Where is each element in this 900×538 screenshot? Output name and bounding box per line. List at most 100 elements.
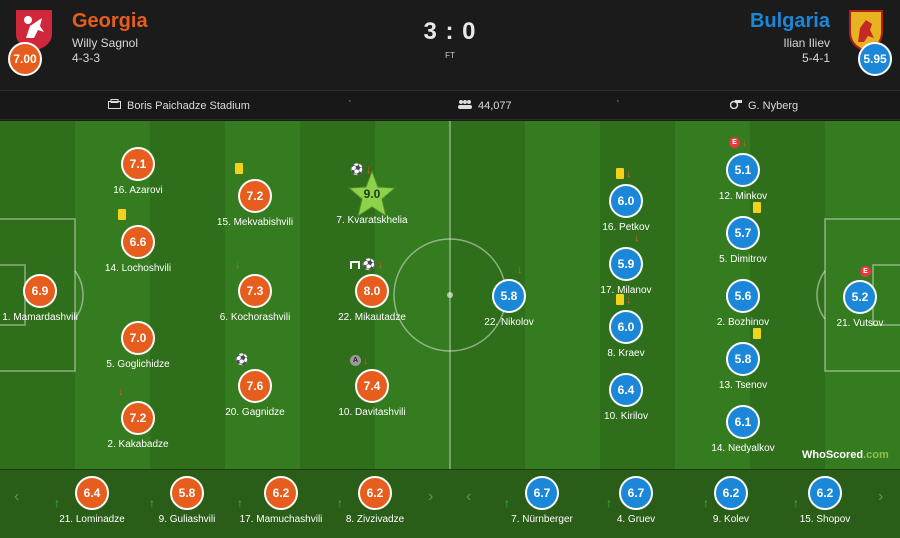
player-card[interactable]: 7.1 16. Azarovi <box>68 147 208 196</box>
player-card[interactable]: 6.6 14. Lochoshvili <box>68 209 208 274</box>
player-card[interactable]: ⚽ ↓ 8.0 22. Mikautadze <box>302 260 442 324</box>
player-card[interactable]: ↓ 5.9 17. Milanov <box>556 233 696 297</box>
sub-player-card[interactable]: ↑ 6.2 17. Mamuchashvili <box>211 476 351 525</box>
sub-player-card[interactable]: ↑ 6.2 8. Zivzivadze <box>305 476 445 525</box>
chevron-left-icon[interactable]: ‹ <box>14 488 20 505</box>
yellow-card-icon <box>753 328 761 339</box>
error-icon: E <box>860 266 871 277</box>
player-card[interactable]: ↓ 7.2 2. Kakabadze <box>68 387 208 451</box>
substituted-on-icon: ↑ <box>504 496 510 510</box>
stadium-info: Boris Paichadze Stadium <box>108 99 250 112</box>
player-card[interactable]: ⚽ ↓ 9.0 7. Kvaratskhelia <box>302 165 442 227</box>
player-card[interactable]: E ↓ 5.1 12. Minkov <box>673 137 813 202</box>
player-name: 14. Lochoshvili <box>104 263 172 274</box>
player-rating: 7.2 <box>238 179 272 213</box>
player-name: 8. Kraev <box>607 348 645 359</box>
assist-icon: A <box>350 355 361 366</box>
goal-ball-icon: ⚽ <box>350 164 364 176</box>
whoscored-logo[interactable]: WhoScored.com <box>802 449 889 461</box>
player-card[interactable]: ↓ 5.8 22. Nikolov <box>439 265 579 329</box>
player-rating: 5.8 <box>726 342 760 376</box>
player-name: 7. Kvaratskhelia <box>336 215 408 226</box>
player-name: 9. Kolev <box>712 514 750 525</box>
player-rating: 5.2 <box>843 280 877 314</box>
player-card[interactable]: A ↓ 7.4 10. Davitashvili <box>302 355 442 418</box>
star-icon <box>347 169 397 218</box>
pitch: 6.9 1. Mamardashvili 7.1 16. Azarovi 6.6… <box>0 121 900 469</box>
player-rating: 7.4 <box>355 369 389 403</box>
sub-player-card[interactable]: ↑ 6.4 21. Lominadze <box>22 476 162 525</box>
player-rating: 6.4 <box>609 373 643 407</box>
info-separator: · <box>348 95 352 107</box>
player-name: 4. Gruev <box>616 514 656 525</box>
player-name: 20. Gagnidze <box>225 407 285 418</box>
player-name: 16. Petkov <box>602 222 650 233</box>
whistle-icon <box>729 99 742 112</box>
player-name: 9. Guliashvili <box>158 514 216 525</box>
player-card[interactable]: ↓ 7.3 6. Kochorashvili <box>185 260 325 324</box>
away-manager: Ilian Iliev <box>783 36 830 50</box>
referee-info: G. Nyberg <box>729 99 798 112</box>
sub-player-card[interactable]: ↑ 6.2 15. Shopov <box>755 476 895 525</box>
player-card[interactable]: 5.8 13. Tsenov <box>673 328 813 391</box>
player-card[interactable]: E 5.2 21. Vutsov <box>790 266 900 329</box>
player-name: 12. Minkov <box>718 191 768 202</box>
substituted-off-icon: ↓ <box>634 232 640 244</box>
sub-player-card[interactable]: ↑ 6.7 4. Gruev <box>566 476 706 525</box>
player-rating: 6.0 <box>609 184 643 218</box>
substituted-on-icon: ↑ <box>54 496 60 510</box>
brand-name: WhoScored <box>802 449 864 461</box>
goal-ball-icon: ⚽ <box>235 354 249 366</box>
player-rating: 6.0 <box>609 310 643 344</box>
home-team-name[interactable]: Georgia <box>72 10 148 32</box>
player-card[interactable]: ⚽ 7.6 20. Gagnidze <box>185 355 325 419</box>
player-name: 17. Mamuchashvili <box>239 514 323 525</box>
match-header: 7.00 Georgia Willy Sagnol 4-3-3 3 : 0 FT… <box>0 0 900 90</box>
player-name: 22. Mikautadze <box>338 312 406 323</box>
player-rating: 6.2 <box>808 476 842 510</box>
player-name: 10. Davitashvili <box>338 407 406 418</box>
player-card[interactable]: 5.6 2. Bozhinov <box>673 279 813 328</box>
player-card[interactable]: 6.9 1. Mamardashvili <box>0 274 110 323</box>
home-crest[interactable] <box>14 8 54 52</box>
player-card[interactable]: 5.7 5. Dimitrov <box>673 202 813 265</box>
player-rating: 7.6 <box>238 369 272 403</box>
chevron-right-icon[interactable]: › <box>428 488 434 505</box>
yellow-card-icon <box>616 168 624 179</box>
player-rating: 6.2 <box>714 476 748 510</box>
attendance-info: 44,077 <box>458 99 512 112</box>
home-manager: Willy Sagnol <box>72 36 139 50</box>
sub-player-card[interactable]: ↑ 6.7 7. Nürnberger <box>472 476 612 525</box>
player-card[interactable]: 7.0 5. Goglichidze <box>68 321 208 370</box>
substituted-off-icon: ↓ <box>626 167 632 180</box>
away-team-rating: 5.95 <box>858 42 892 76</box>
yellow-card-icon <box>235 163 243 174</box>
match-score: 3 : 0 <box>423 18 477 45</box>
player-name: 15. Shopov <box>799 514 851 525</box>
chevron-left-icon[interactable]: ‹ <box>466 488 472 505</box>
substituted-off-icon: ↓ <box>365 164 372 176</box>
yellow-card-icon <box>753 202 761 213</box>
attendance-value: 44,077 <box>478 99 512 112</box>
player-rating: 5.6 <box>726 279 760 313</box>
chevron-right-icon[interactable]: › <box>878 488 884 505</box>
substituted-off-icon: ↓ <box>626 293 632 306</box>
sub-player-card[interactable]: ↑ 6.2 9. Kolev <box>661 476 801 525</box>
player-rating: 7.1 <box>121 147 155 181</box>
player-card[interactable]: 6.1 14. Nedyalkov <box>673 405 813 454</box>
player-card[interactable]: 7.2 15. Mekvabishvili <box>185 163 325 228</box>
player-card[interactable]: ↓ 6.0 8. Kraev <box>556 294 696 359</box>
player-name: 2. Kakabadze <box>107 439 169 450</box>
player-card[interactable]: 6.4 10. Kirilov <box>556 373 696 422</box>
stadium-name: Boris Paichadze Stadium <box>127 99 250 112</box>
player-rating: 7.3 <box>238 274 272 308</box>
away-team-name[interactable]: Bulgaria <box>749 10 830 32</box>
player-card[interactable]: ↓ 6.0 16. Petkov <box>556 168 696 233</box>
error-icon: E <box>729 137 740 148</box>
player-name: 22. Nikolov <box>484 317 534 328</box>
player-name: 15. Mekvabishvili <box>216 217 294 228</box>
sub-player-card[interactable]: ↑ 5.8 9. Guliashvili <box>117 476 257 525</box>
stadium-icon <box>108 99 121 112</box>
substituted-on-icon: ↑ <box>606 496 612 510</box>
away-formation: 5-4-1 <box>801 51 830 65</box>
